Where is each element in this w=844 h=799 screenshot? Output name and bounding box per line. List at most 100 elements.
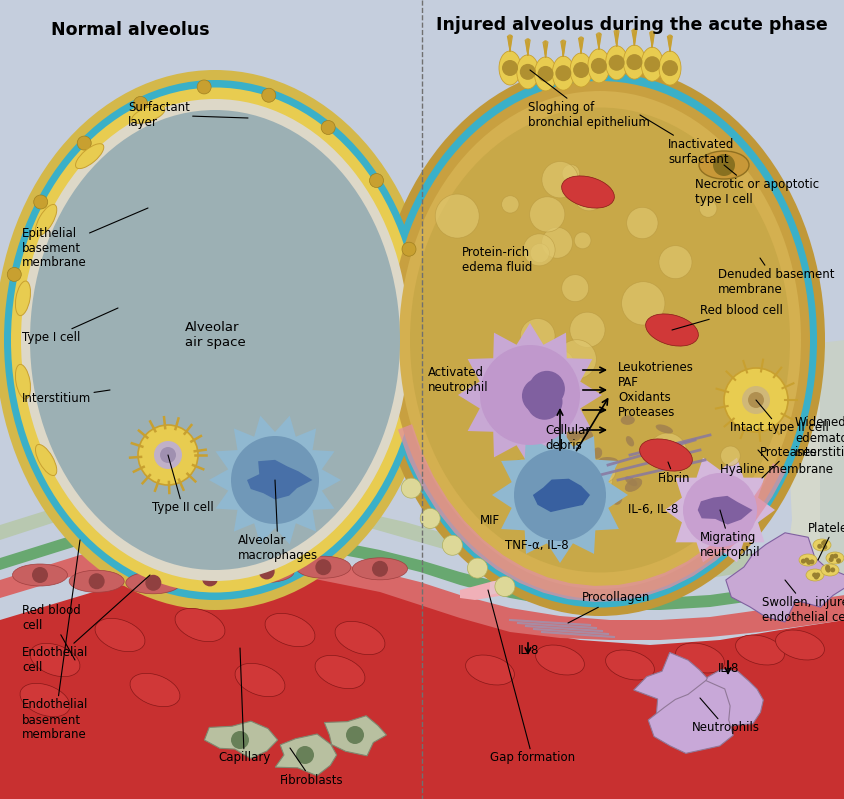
Ellipse shape bbox=[655, 424, 672, 433]
Ellipse shape bbox=[586, 484, 598, 495]
Circle shape bbox=[574, 232, 590, 248]
Text: Procollagen: Procollagen bbox=[567, 591, 650, 623]
Ellipse shape bbox=[535, 645, 584, 675]
Text: Surfactant
layer: Surfactant layer bbox=[127, 101, 247, 129]
Polygon shape bbox=[533, 479, 589, 512]
Polygon shape bbox=[204, 721, 278, 758]
Ellipse shape bbox=[30, 110, 399, 570]
Ellipse shape bbox=[409, 108, 789, 573]
Text: Red blood cell: Red blood cell bbox=[671, 304, 782, 330]
Ellipse shape bbox=[798, 554, 816, 566]
Circle shape bbox=[540, 349, 574, 384]
Ellipse shape bbox=[552, 56, 574, 90]
Circle shape bbox=[160, 447, 176, 463]
Circle shape bbox=[345, 726, 364, 744]
Ellipse shape bbox=[375, 64, 824, 616]
Circle shape bbox=[821, 539, 826, 545]
Circle shape bbox=[145, 574, 161, 590]
Text: Interstitium: Interstitium bbox=[22, 390, 110, 404]
Text: Hyaline membrane: Hyaline membrane bbox=[719, 450, 832, 476]
Text: IL-8: IL-8 bbox=[517, 643, 538, 657]
Ellipse shape bbox=[4, 80, 425, 600]
Ellipse shape bbox=[465, 655, 514, 685]
Circle shape bbox=[814, 572, 820, 578]
Text: Denuded basement
membrane: Denuded basement membrane bbox=[717, 258, 834, 296]
Circle shape bbox=[526, 384, 562, 419]
Text: Intact type II cell: Intact type II cell bbox=[729, 400, 828, 435]
Ellipse shape bbox=[575, 426, 592, 440]
Circle shape bbox=[557, 340, 596, 379]
Circle shape bbox=[747, 392, 763, 408]
Circle shape bbox=[230, 731, 249, 749]
Polygon shape bbox=[398, 424, 785, 602]
Ellipse shape bbox=[624, 478, 641, 492]
Polygon shape bbox=[0, 490, 844, 582]
Circle shape bbox=[825, 567, 830, 573]
Ellipse shape bbox=[15, 281, 30, 316]
Ellipse shape bbox=[571, 475, 584, 483]
Circle shape bbox=[495, 577, 514, 597]
Circle shape bbox=[371, 561, 387, 577]
Circle shape bbox=[825, 565, 829, 570]
Ellipse shape bbox=[642, 455, 651, 462]
Circle shape bbox=[510, 459, 533, 483]
Circle shape bbox=[813, 574, 818, 579]
Circle shape bbox=[555, 66, 571, 81]
Circle shape bbox=[647, 433, 686, 471]
Ellipse shape bbox=[564, 431, 580, 442]
Ellipse shape bbox=[175, 608, 225, 642]
Circle shape bbox=[89, 573, 105, 590]
Ellipse shape bbox=[592, 447, 602, 459]
Circle shape bbox=[202, 570, 218, 586]
Text: Normal alveolus: Normal alveolus bbox=[51, 21, 209, 39]
Circle shape bbox=[723, 368, 787, 432]
Circle shape bbox=[682, 473, 756, 547]
Circle shape bbox=[528, 371, 565, 407]
Polygon shape bbox=[459, 578, 510, 600]
Polygon shape bbox=[681, 670, 762, 728]
Polygon shape bbox=[647, 681, 733, 753]
Circle shape bbox=[419, 508, 440, 528]
Polygon shape bbox=[697, 496, 752, 524]
Text: Necrotic or apoptotic
type I cell: Necrotic or apoptotic type I cell bbox=[694, 165, 818, 206]
Text: MIF: MIF bbox=[479, 514, 500, 527]
Circle shape bbox=[520, 319, 555, 353]
Ellipse shape bbox=[132, 105, 165, 123]
Text: Platelets: Platelets bbox=[807, 522, 844, 560]
Circle shape bbox=[593, 461, 615, 483]
Ellipse shape bbox=[382, 73, 816, 607]
Ellipse shape bbox=[398, 91, 800, 589]
Text: Protein-rich
edema fluid: Protein-rich edema fluid bbox=[462, 246, 532, 274]
Text: Injured alveolus during the acute phase: Injured alveolus during the acute phase bbox=[436, 16, 827, 34]
Circle shape bbox=[821, 545, 826, 550]
Circle shape bbox=[154, 441, 181, 469]
Circle shape bbox=[569, 312, 604, 348]
Ellipse shape bbox=[586, 479, 604, 490]
Ellipse shape bbox=[11, 88, 419, 593]
Text: Fibrin: Fibrin bbox=[657, 462, 690, 484]
Text: Type II cell: Type II cell bbox=[152, 455, 214, 515]
Ellipse shape bbox=[295, 556, 350, 578]
Circle shape bbox=[800, 559, 805, 563]
Circle shape bbox=[741, 386, 769, 414]
Text: Cellular
debris: Cellular debris bbox=[544, 424, 590, 452]
Text: Gap formation: Gap formation bbox=[488, 590, 575, 765]
Ellipse shape bbox=[623, 45, 645, 79]
Circle shape bbox=[592, 471, 612, 490]
Polygon shape bbox=[0, 570, 844, 799]
Text: Sloghing of
bronchial epithelium: Sloghing of bronchial epithelium bbox=[528, 70, 649, 129]
Ellipse shape bbox=[130, 674, 180, 706]
Circle shape bbox=[262, 88, 275, 102]
Circle shape bbox=[369, 173, 383, 188]
Circle shape bbox=[829, 554, 834, 559]
Ellipse shape bbox=[69, 570, 124, 592]
Ellipse shape bbox=[561, 176, 614, 208]
Ellipse shape bbox=[820, 564, 838, 576]
Circle shape bbox=[643, 56, 659, 72]
Polygon shape bbox=[729, 370, 819, 570]
Text: Epithelial
basement
membrane: Epithelial basement membrane bbox=[22, 208, 148, 269]
Polygon shape bbox=[457, 323, 601, 467]
Circle shape bbox=[699, 200, 716, 217]
Circle shape bbox=[590, 58, 606, 74]
Circle shape bbox=[530, 244, 549, 263]
